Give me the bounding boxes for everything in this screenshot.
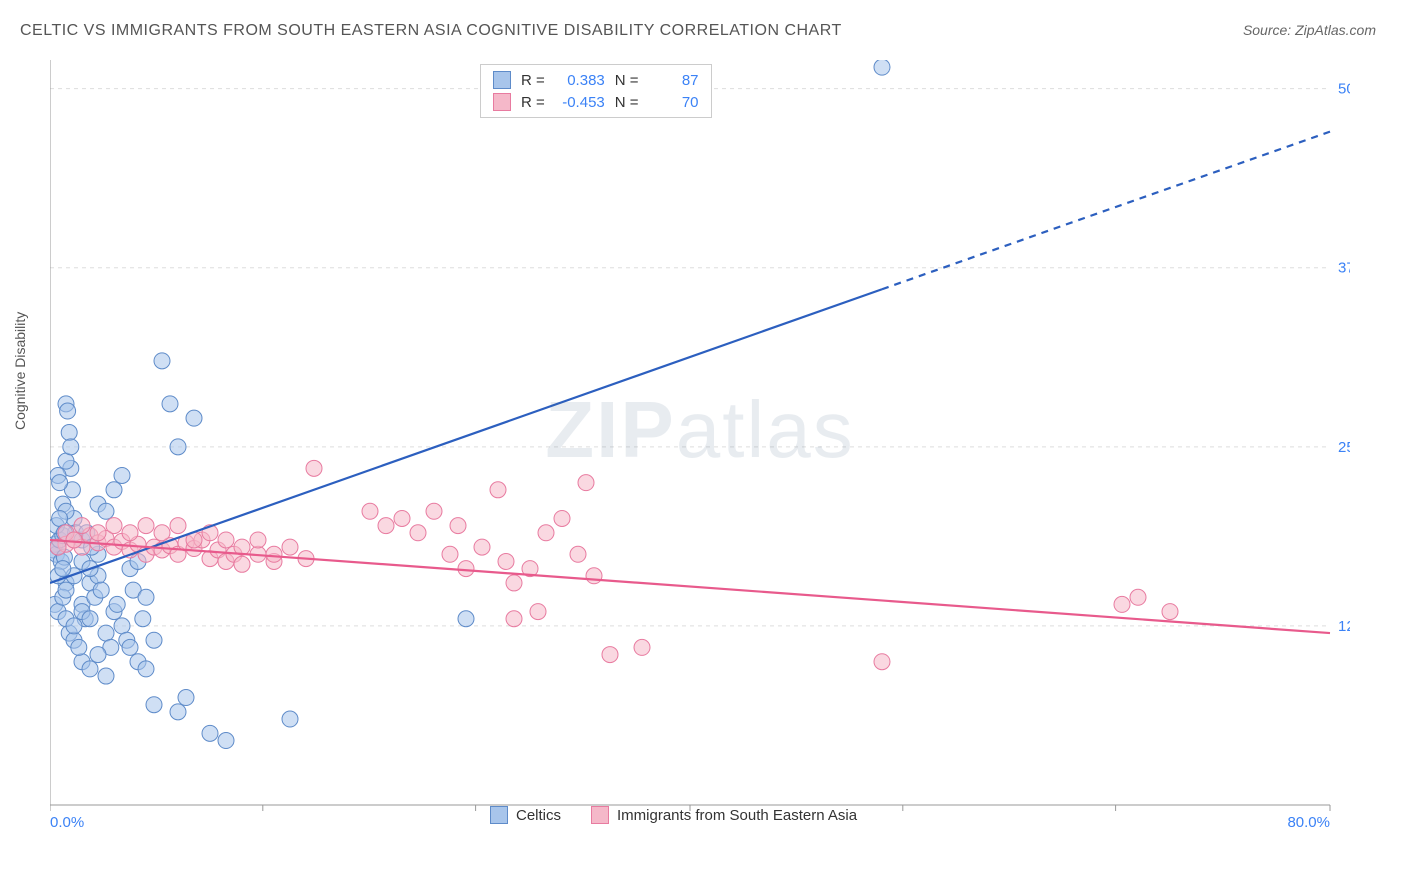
svg-text:12.5%: 12.5%: [1338, 618, 1350, 635]
legend-label: Celtics: [516, 807, 561, 824]
legend-swatch: [490, 806, 508, 824]
plot-area: 12.5%25.0%37.5%50.0%0.0%80.0% ZIPatlas R…: [50, 60, 1350, 830]
n-value: 87: [649, 72, 699, 89]
svg-text:80.0%: 80.0%: [1287, 814, 1330, 830]
n-label: N =: [615, 94, 639, 111]
svg-text:0.0%: 0.0%: [50, 814, 84, 830]
chart-title: CELTIC VS IMMIGRANTS FROM SOUTH EASTERN …: [20, 22, 842, 40]
svg-text:25.0%: 25.0%: [1338, 439, 1350, 456]
correlation-legend-row: R = 0.383 N = 87: [493, 69, 699, 91]
r-value: 0.383: [555, 72, 605, 89]
y-axis-label: Cognitive Disability: [12, 312, 28, 430]
n-label: N =: [615, 72, 639, 89]
scatter-chart: 12.5% 25.0% 37.5% 50.0% 0.0% 80.0%: [50, 60, 1350, 830]
legend-swatch: [493, 71, 511, 89]
svg-text:50.0%: 50.0%: [1338, 81, 1350, 98]
legend-item: Immigrants from South Eastern Asia: [591, 806, 857, 824]
legend-swatch: [493, 93, 511, 111]
r-value: -0.453: [555, 94, 605, 111]
n-value: 70: [649, 94, 699, 111]
r-label: R =: [521, 72, 545, 89]
svg-text:37.5%: 37.5%: [1338, 260, 1350, 277]
legend-label: Immigrants from South Eastern Asia: [617, 807, 857, 824]
legend-swatch: [591, 806, 609, 824]
r-label: R =: [521, 94, 545, 111]
correlation-legend-row: R = -0.453 N = 70: [493, 91, 699, 113]
correlation-legend: R = 0.383 N = 87 R = -0.453 N = 70: [480, 64, 712, 118]
title-bar: CELTIC VS IMMIGRANTS FROM SOUTH EASTERN …: [0, 0, 1406, 48]
series-legend: Celtics Immigrants from South Eastern Asi…: [490, 806, 857, 824]
source-label: Source: ZipAtlas.com: [1243, 22, 1376, 38]
legend-item: Celtics: [490, 806, 561, 824]
